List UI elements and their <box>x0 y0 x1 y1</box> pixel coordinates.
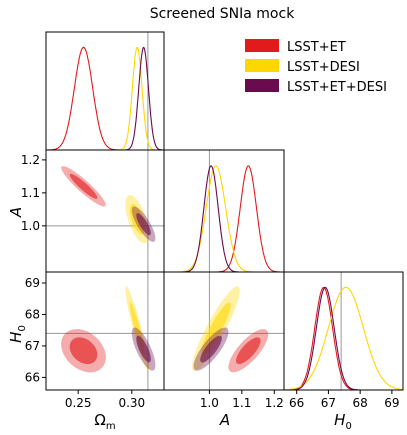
xlabel-om: Ωm <box>94 411 115 432</box>
legend-swatch-lsst-desi <box>245 59 279 72</box>
marginal-curve-H0-series-2 <box>284 287 403 390</box>
legend-swatch-lsst-et-desi <box>245 79 279 92</box>
legend-label-lsst-et-desi: LSST+ET+DESI <box>287 80 387 95</box>
ytick-label-A-2: 1.2 <box>21 153 40 167</box>
xtick-label-Omega_m-0: 0.25 <box>65 396 92 410</box>
chart-title: Screened SNIa mock <box>150 6 296 22</box>
xtick-label-H0_x-1: 67 <box>321 396 336 410</box>
ytick-label-H0_y-2: 68 <box>25 307 40 321</box>
marginal-curve-A-series-0 <box>164 166 284 272</box>
marginal-curve-A-series-1 <box>164 166 284 272</box>
legend-label-lsst-desi: LSST+DESI <box>287 60 360 75</box>
xtick-label-Omega_m-1: 0.30 <box>118 396 145 410</box>
marginal-curve-A-series-2 <box>164 166 284 272</box>
ytick-label-A-1: 1.1 <box>21 186 40 200</box>
contour-inner-A-Omega_m-series-0 <box>67 171 99 201</box>
ytick-label-H0_y-3: 69 <box>25 276 40 290</box>
ytick-label-H0_y-1: 67 <box>25 339 40 353</box>
marginal-curve-H0-series-0 <box>284 287 403 390</box>
xtick-label-A_x-0: 1.0 <box>200 396 219 410</box>
xtick-label-H0_x-3: 69 <box>384 396 399 410</box>
ylabel-a: A <box>7 207 25 218</box>
xlabel-h0: H0 <box>334 411 352 432</box>
panel-frame-2-2 <box>284 272 403 390</box>
xtick-label-A_x-1: 1.1 <box>232 396 251 410</box>
xtick-label-A_x-2: 1.2 <box>265 396 284 410</box>
legend: LSST+ET LSST+DESI LSST+ET+DESI <box>245 39 387 95</box>
ytick-label-A-0: 1.0 <box>21 219 40 233</box>
xtick-label-H0_x-0: 66 <box>289 396 304 410</box>
xlabel-a: A <box>219 411 230 429</box>
marginal-curve-H0-series-1 <box>284 287 403 390</box>
ylabel-h0: H0 <box>7 325 28 343</box>
panel-frame-2-0 <box>46 272 164 390</box>
ytick-label-H0_y-0: 66 <box>25 370 40 384</box>
legend-label-lsst-et: LSST+ET <box>287 40 346 55</box>
legend-swatch-lsst-et <box>245 39 279 52</box>
xtick-label-H0_x-2: 68 <box>353 396 368 410</box>
